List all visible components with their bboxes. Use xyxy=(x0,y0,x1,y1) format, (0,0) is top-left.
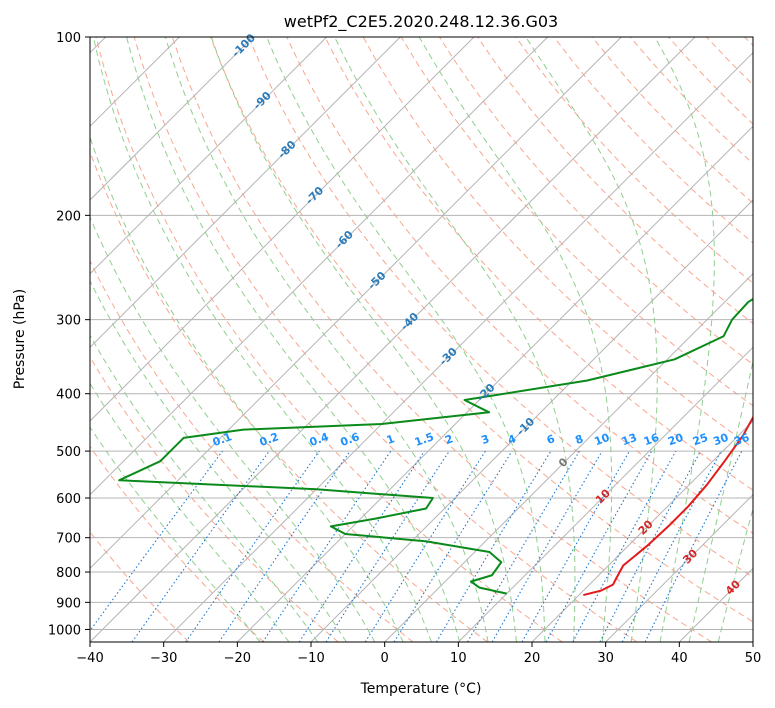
moist-adiabat-line xyxy=(717,506,753,642)
isotherm-line xyxy=(457,346,753,642)
background-lines xyxy=(90,37,753,642)
isotherm-line xyxy=(90,37,622,570)
isotherm-line xyxy=(605,493,753,642)
isotherm-line xyxy=(236,125,753,642)
y-tick-label: 1000 xyxy=(48,623,81,638)
moist-adiabat-line xyxy=(418,37,613,642)
chart-title: wetPf2_C2E5.2020.248.12.36.G03 xyxy=(284,12,558,32)
isotherm-line xyxy=(163,51,753,642)
x-tick-label: −20 xyxy=(224,651,251,666)
isotherm-line xyxy=(384,272,753,642)
isotherm-line xyxy=(90,37,328,275)
y-tick-label: 900 xyxy=(56,596,81,611)
mixing-ratio-label: 0.4 xyxy=(308,430,331,449)
mixing-ratio-line xyxy=(218,450,351,642)
x-tick-label: 40 xyxy=(671,651,688,666)
mixing-ratio-line xyxy=(572,450,677,642)
mixing-ratio-label: 16 xyxy=(642,431,661,449)
dry-adiabat-line xyxy=(248,37,753,578)
isotherm-line xyxy=(90,37,475,422)
mixing-ratio-label: 36 xyxy=(732,431,751,449)
y-tick-label: 200 xyxy=(56,209,81,224)
mixing-ratio-label: 8 xyxy=(573,432,585,447)
x-tick-label: 20 xyxy=(524,651,541,666)
mixing-ratio-line xyxy=(393,450,513,642)
dry-adiabat-line xyxy=(324,37,753,491)
dry-adiabat-line xyxy=(286,37,753,534)
mixing-ratio-label: 2 xyxy=(443,432,455,447)
mixing-ratio-label: 4 xyxy=(506,432,518,447)
mixing-ratio-line xyxy=(545,450,653,642)
mixing-ratio-label: 13 xyxy=(620,431,639,448)
plot-frame xyxy=(89,36,754,643)
x-tick-label: 30 xyxy=(597,651,614,666)
dry-adiabat-line xyxy=(95,37,563,642)
moist-adiabat-line xyxy=(525,37,658,642)
x-tick-label: −30 xyxy=(150,651,177,666)
moist-adiabat-line xyxy=(90,382,290,642)
x-axis-label: Temperature (°C) xyxy=(360,681,482,697)
moist-adiabat-line xyxy=(654,37,715,642)
dry-adiabat-line xyxy=(210,37,753,623)
dry-adiabat-line xyxy=(515,37,753,284)
y-tick-label: 700 xyxy=(56,532,81,547)
moist-adiabat-line xyxy=(92,37,432,642)
moist-adiabat-line xyxy=(334,37,576,642)
isotherm-line xyxy=(90,37,254,201)
mixing-ratio-label: 30 xyxy=(711,431,730,449)
moist-adiabat-line xyxy=(90,334,319,642)
mixing-ratio-label: 0.6 xyxy=(339,430,362,449)
y-tick-label: 600 xyxy=(56,492,81,507)
moist-adiabat-line xyxy=(688,358,753,642)
mixing-ratio-line xyxy=(521,450,630,642)
mixing-ratio-line xyxy=(90,450,223,632)
isotherm-line xyxy=(90,37,401,349)
temperature-profile-line xyxy=(583,415,753,597)
y-tick-label: 400 xyxy=(56,388,81,403)
y-tick-label: 300 xyxy=(56,314,81,329)
isotherm-line xyxy=(90,37,696,642)
mixing-ratio-line xyxy=(325,450,450,642)
x-tick-label: 0 xyxy=(381,651,389,666)
mixing-ratio-label: 25 xyxy=(691,431,710,448)
dry-adiabat-line xyxy=(90,259,414,642)
moist-adiabat-line xyxy=(90,426,261,642)
moist-adiabat-line xyxy=(210,37,517,642)
y-tick-label: 800 xyxy=(56,566,81,581)
x-tick-label: 10 xyxy=(450,651,467,666)
mixing-ratio-label: 0.2 xyxy=(258,430,281,449)
y-axis-label: Pressure (hPa) xyxy=(12,289,28,389)
x-tick-label: −40 xyxy=(76,651,103,666)
sounding-profiles xyxy=(118,297,753,597)
axes: −40 −30 −20 −10 0 10 20 30 40 5010020030040050060… xyxy=(48,31,761,666)
mixing-ratio-line xyxy=(185,450,320,642)
mixing-ratio-line xyxy=(131,450,270,642)
mixing-ratio-label: 20 xyxy=(666,431,685,449)
moist-adiabat-line xyxy=(164,37,489,642)
mixing-ratio-label: 3 xyxy=(479,432,491,447)
x-tick-label: 50 xyxy=(745,651,762,666)
x-tick-label: −10 xyxy=(297,651,324,666)
dry-adiabat-line xyxy=(90,356,339,642)
mixing-ratio-label: 10 xyxy=(593,431,612,449)
isotherm-line xyxy=(310,199,753,642)
dewpoint-profile-line xyxy=(118,297,753,595)
dry-adiabat-line xyxy=(171,37,712,642)
y-tick-label: 100 xyxy=(56,31,81,46)
mixing-ratio-label: 1 xyxy=(385,432,397,447)
mixing-ratio-line xyxy=(262,450,392,642)
dry-adiabat-line xyxy=(90,445,264,642)
mixing-ratio-line xyxy=(644,450,743,642)
isotherm-line xyxy=(90,37,549,496)
isotherm-line xyxy=(531,420,753,642)
y-tick-label: 500 xyxy=(56,445,81,460)
mixing-ratio-label: 1.5 xyxy=(413,430,436,449)
mixing-ratio-label: 6 xyxy=(545,432,557,447)
moist-adiabat-line xyxy=(266,37,546,642)
moist-adiabat-line xyxy=(90,135,404,642)
mixing-ratio-label: 0.1 xyxy=(211,430,234,449)
moist-adiabat-line xyxy=(126,37,461,642)
